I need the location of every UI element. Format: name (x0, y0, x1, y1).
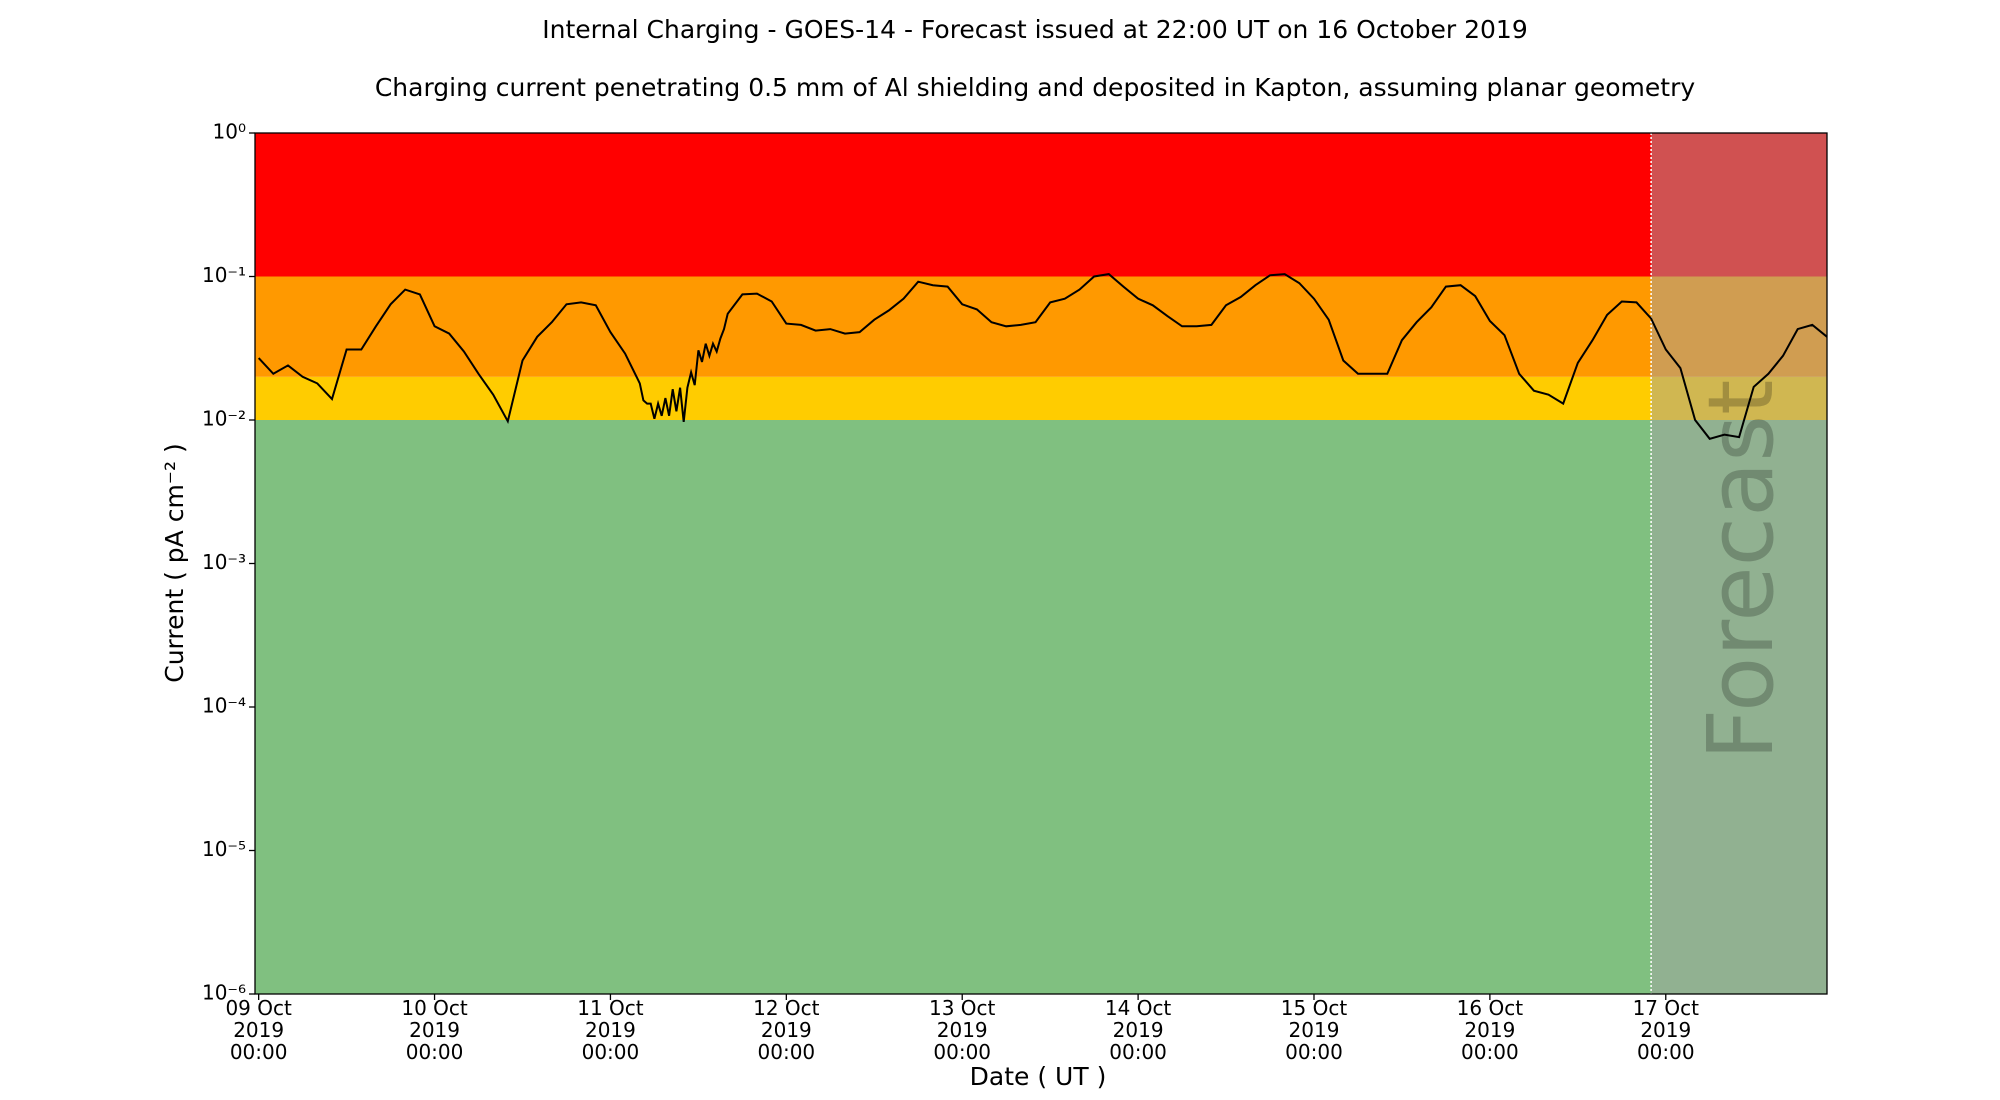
y-tick-label: 10⁻⁴ (202, 694, 246, 718)
series-line (257, 273, 1828, 440)
chart-title: Internal Charging - GOES-14 - Forecast i… (542, 15, 1527, 44)
y-tick-label: 10⁻⁶ (202, 981, 246, 1005)
threshold-band (255, 420, 1827, 994)
y-tick-label: 10⁻¹ (202, 263, 246, 287)
y-tick-label: 10⁻² (202, 407, 246, 431)
chart-subtitle: Charging current penetrating 0.5 mm of A… (375, 73, 1696, 102)
x-tick-label: 14 Oct 2019 00:00 (1104, 996, 1172, 1064)
threshold-band (255, 133, 1827, 277)
x-tick-label: 13 Oct 2019 00:00 (929, 996, 996, 1064)
x-tick-label: 11 Oct 2019 00:00 (577, 996, 644, 1064)
y-axis-label: Current ( pA cm⁻² ) (160, 443, 189, 682)
forecast-label: Forecast (1689, 380, 1794, 761)
x-tick-label: 12 Oct 2019 00:00 (753, 996, 820, 1064)
x-tick-label: 10 Oct 2019 00:00 (401, 996, 468, 1064)
y-tick-label: 10⁻³ (202, 550, 246, 574)
threshold-band (255, 276, 1827, 377)
threshold-band (255, 376, 1827, 420)
x-tick-label: 09 Oct 2019 00:00 (225, 996, 292, 1064)
y-tick-label: 10⁰ (213, 120, 246, 144)
x-tick-label: 16 Oct 2019 00:00 (1456, 996, 1524, 1064)
x-tick-label: 17 Oct 2019 00:00 (1632, 996, 1699, 1064)
x-tick-label: 15 Oct 2019 00:00 (1280, 996, 1348, 1064)
x-axis-label: Date ( UT ) (970, 1062, 1107, 1091)
y-tick-label: 10⁻⁵ (202, 837, 246, 861)
forecast-region (1651, 133, 1827, 994)
